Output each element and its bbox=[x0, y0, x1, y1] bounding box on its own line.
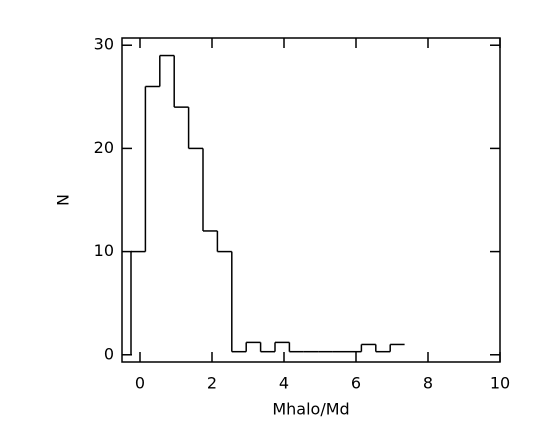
y-tick-label: 10 bbox=[94, 241, 114, 260]
y-tick-label: 0 bbox=[104, 344, 114, 363]
x-axis-label: Mhalo/Md bbox=[272, 400, 349, 419]
x-tick-label: 0 bbox=[135, 374, 145, 393]
y-tick-label: 20 bbox=[94, 138, 114, 157]
y-axis-label: N bbox=[54, 194, 73, 206]
x-tick-label: 2 bbox=[207, 374, 217, 393]
x-tick-label: 10 bbox=[490, 374, 510, 393]
x-tick-label: 4 bbox=[279, 374, 289, 393]
y-tick-label: 30 bbox=[94, 35, 114, 54]
x-tick-label: 8 bbox=[423, 374, 433, 393]
plot-frame bbox=[121, 37, 501, 363]
x-tick-label: 6 bbox=[351, 374, 361, 393]
